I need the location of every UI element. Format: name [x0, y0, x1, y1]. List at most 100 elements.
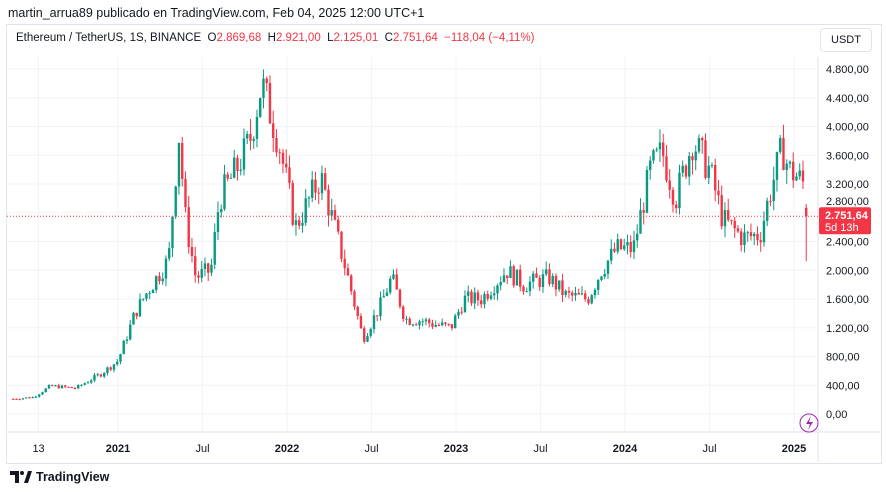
candle [795, 172, 798, 182]
candle [447, 323, 450, 327]
candle-body [733, 220, 736, 229]
candle-body [216, 212, 220, 233]
candle-body [649, 160, 652, 170]
candle [369, 327, 372, 338]
y-tick-label: 4.800,00 [826, 64, 869, 76]
candle [411, 323, 415, 327]
candle [145, 292, 148, 302]
candle-body [681, 165, 684, 173]
candle [551, 273, 554, 288]
candle-body [671, 189, 675, 205]
candle [567, 286, 571, 299]
candle-body [766, 200, 769, 221]
candle [424, 317, 428, 326]
candle [658, 129, 662, 163]
candle-body [723, 210, 727, 227]
chart-frame [6, 24, 882, 464]
candle [616, 233, 619, 255]
candle [564, 289, 567, 298]
candle-body [252, 138, 255, 141]
candle [298, 216, 301, 230]
candle-body [171, 216, 174, 249]
y-tick-label: 800,00 [826, 352, 860, 364]
candle-body [587, 299, 590, 304]
candle [213, 223, 216, 270]
candle-body [788, 161, 792, 164]
candle [704, 133, 707, 180]
candle [12, 398, 15, 400]
candle-body [509, 266, 512, 279]
bar-countdown-label: 5d 13h [825, 222, 859, 234]
candle [116, 358, 119, 367]
candle-body [499, 282, 502, 286]
candle-body [132, 312, 135, 325]
candle-body [398, 289, 402, 307]
candle-body [376, 315, 379, 317]
candle-body [629, 242, 632, 253]
candle [480, 294, 483, 309]
candle [584, 290, 587, 302]
candle-body [203, 263, 207, 270]
candle-body [64, 385, 67, 387]
candle [340, 231, 343, 263]
candle [210, 258, 213, 277]
candle [701, 136, 704, 154]
x-tick-label: Jul [702, 443, 716, 455]
candle [694, 145, 697, 171]
candle-body [366, 335, 369, 342]
candle-body [636, 233, 639, 241]
currency-button[interactable]: USDT [820, 28, 872, 52]
candle-body [489, 295, 493, 299]
open-label: O [207, 32, 217, 44]
candle [138, 293, 142, 318]
candle-body [164, 258, 168, 279]
low-label: L [327, 32, 334, 44]
candle-body [405, 318, 408, 320]
candle [678, 164, 681, 215]
candle-body [333, 210, 337, 220]
candle [528, 276, 532, 297]
candle-body [314, 179, 317, 193]
candle-body [291, 183, 294, 225]
candle-body [21, 398, 25, 400]
symbol-name[interactable]: Ethereum / TetherUS, 1S, BINANCE [16, 32, 202, 44]
candle [415, 322, 418, 326]
candle [580, 286, 584, 296]
candle-body [411, 324, 415, 326]
candle-body [473, 292, 476, 304]
candle-body [704, 140, 707, 178]
candle [320, 165, 324, 201]
x-tick-label: Jul [364, 443, 378, 455]
candle [431, 319, 434, 330]
candle [67, 386, 70, 388]
candle [792, 152, 795, 188]
lightning-icon[interactable] [799, 413, 819, 433]
candle-body [382, 295, 385, 298]
candle [535, 267, 538, 279]
tradingview-logo[interactable]: TradingView [10, 470, 109, 484]
candle-body [31, 397, 34, 399]
candle-body [567, 290, 571, 293]
candle-body [184, 178, 187, 208]
candle-body [486, 293, 489, 299]
candle [402, 305, 405, 322]
candle-body [736, 228, 740, 232]
candle-body [522, 286, 525, 292]
candle-body [389, 278, 392, 293]
low-value: 2.125,01 [333, 32, 379, 44]
candle-body [668, 180, 671, 190]
candle-body [639, 210, 642, 234]
candle-body [476, 292, 480, 301]
candle-body [220, 209, 223, 213]
candle [155, 275, 158, 294]
candle [509, 260, 512, 279]
candle-body [727, 210, 730, 220]
candle-body [317, 192, 320, 194]
candle-body [415, 324, 418, 326]
candle-body [424, 319, 428, 322]
symbol-legend: Ethereum / TetherUS, 1S, BINANCE O2.869,… [16, 32, 535, 44]
candle [311, 171, 314, 203]
candle [330, 198, 333, 221]
y-tick-label: 3.200,00 [826, 179, 869, 191]
